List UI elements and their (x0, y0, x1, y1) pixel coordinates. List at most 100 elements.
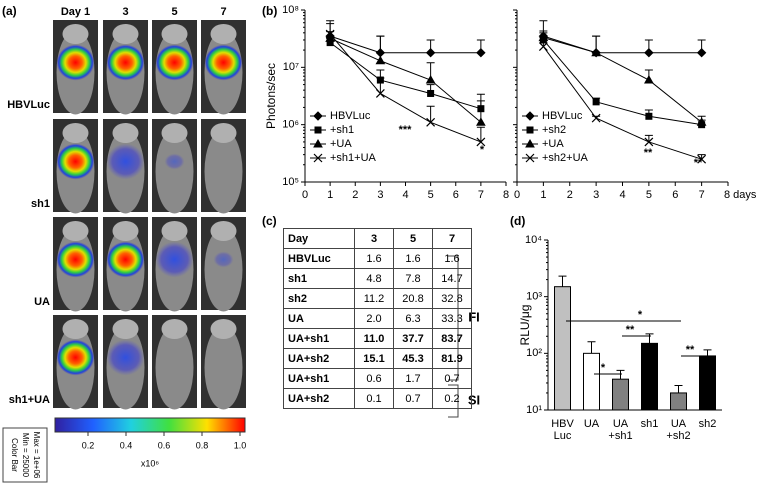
panel-label: (c) (262, 214, 277, 228)
mouse-head (210, 123, 237, 143)
x-tick-label: 6 (672, 189, 678, 201)
error-bar (645, 333, 654, 344)
table-cell: UA+sh1 (283, 328, 355, 349)
marker (645, 112, 653, 120)
marker (538, 42, 548, 52)
marker (591, 47, 601, 57)
x-tick-label: UA (584, 418, 600, 430)
x-tick-label: UA (671, 418, 687, 430)
table-cell: 11.0 (354, 328, 394, 349)
marker (525, 111, 535, 121)
x-tick-label: sh1 (641, 418, 659, 430)
mouse-head (161, 319, 188, 339)
x-tick-label: +sh2 (666, 430, 690, 442)
table-row: sh2 11.2 20.8 32.8 (283, 288, 472, 309)
x-tick-label: 4 (619, 189, 625, 201)
bar (583, 352, 600, 411)
marker (325, 29, 335, 39)
significance: * (601, 362, 606, 374)
legend-label: +UA (330, 138, 352, 150)
table-cell: 33.3 (432, 308, 472, 329)
marker (426, 117, 436, 127)
x-tick-label: 2 (567, 189, 573, 201)
group-label: FI (468, 309, 480, 324)
error-bar (476, 126, 485, 142)
table-cell: 0.7 (432, 368, 472, 389)
error-bar (426, 105, 435, 123)
table-cell: 0.1 (354, 388, 394, 409)
bar (554, 286, 571, 411)
table-cell: 7.8 (393, 268, 433, 289)
header-cell: Day (283, 228, 355, 249)
table-cell: 15.1 (354, 348, 394, 369)
data-table: Day 3 5 7 HBVLuc 1.6 1.6 1.6 sh1 4.8 7.8 14.7 sh2 11.… (283, 228, 472, 409)
day-label: 5 (171, 6, 177, 18)
header-cell: 5 (393, 228, 433, 249)
table-cell: UA+sh2 (283, 348, 355, 369)
error-bar (587, 341, 596, 354)
x-tick-label: 5 (428, 189, 434, 201)
y-tick-label: 10¹ (526, 404, 542, 416)
mouse-head (112, 319, 139, 339)
color-bar-box-text: Color Bar (10, 438, 19, 472)
legend-label: +sh2 (542, 124, 566, 136)
mouse-head (161, 221, 188, 241)
marker (427, 89, 435, 97)
table-row: UA 2.0 6.3 33.3 (283, 308, 472, 329)
marker (425, 75, 436, 84)
mouse-body (155, 325, 194, 410)
x-tick-label: 2 (352, 189, 358, 201)
error-bar (558, 275, 567, 287)
panel-label: (a) (2, 4, 17, 18)
x-tick-label: 3 (377, 189, 383, 201)
table-cell: 45.3 (393, 348, 433, 369)
group-label: sh1+UA (9, 394, 50, 406)
table-cell: 81.9 (432, 348, 472, 369)
table-cell: 32.8 (432, 288, 472, 309)
group-label: UA (34, 296, 50, 308)
x-tick-label: 6 (453, 189, 459, 201)
table-cell: UA (283, 308, 355, 329)
table-row: HBVLuc 1.6 1.6 1.6 (283, 248, 472, 269)
mouse-head (112, 221, 139, 241)
panel-label: (d) (510, 214, 525, 228)
marker (476, 117, 486, 126)
legend-label: +sh1 (330, 124, 354, 136)
table-row: UA+sh1 0.6 1.7 0.7 (283, 368, 472, 389)
marker (697, 154, 707, 164)
signal (56, 241, 95, 278)
error-bar (703, 349, 712, 356)
header-cell: 7 (432, 228, 472, 249)
marker (425, 47, 436, 58)
day-label: 7 (220, 6, 226, 18)
bar (612, 378, 629, 411)
marker (644, 47, 654, 58)
mouse-head (112, 24, 139, 44)
error-bar (376, 77, 385, 94)
mouse-body (204, 325, 243, 410)
y-tick-label: 10⁸ (282, 4, 299, 16)
header-cell: 3 (354, 228, 394, 249)
table-cell: 37.7 (393, 328, 433, 349)
table-cell: 0.6 (354, 368, 394, 389)
marker (644, 137, 654, 147)
marker (591, 113, 601, 123)
table-cell: 1.6 (354, 248, 394, 269)
error-bar (326, 23, 335, 35)
x-tick-label: 3 (593, 189, 599, 201)
x-tick-label: 5 (646, 189, 652, 201)
table-cell: 0.2 (432, 388, 472, 409)
table-cell: 2.0 (354, 308, 394, 329)
line (329, 37, 482, 123)
table-cell: 4.8 (354, 268, 394, 289)
signal (56, 44, 95, 81)
table-cell: 0.7 (393, 388, 433, 409)
mouse-body (204, 227, 243, 312)
table-cell: 6.3 (393, 308, 433, 329)
legend-label: +sh1+UA (330, 152, 377, 164)
marker (375, 55, 386, 65)
marker (696, 117, 707, 126)
x-tick-label: Luc (554, 430, 572, 442)
table-row: UA+sh2 0.1 0.7 0.2 (283, 388, 472, 409)
table-cell: sh2 (283, 288, 355, 309)
